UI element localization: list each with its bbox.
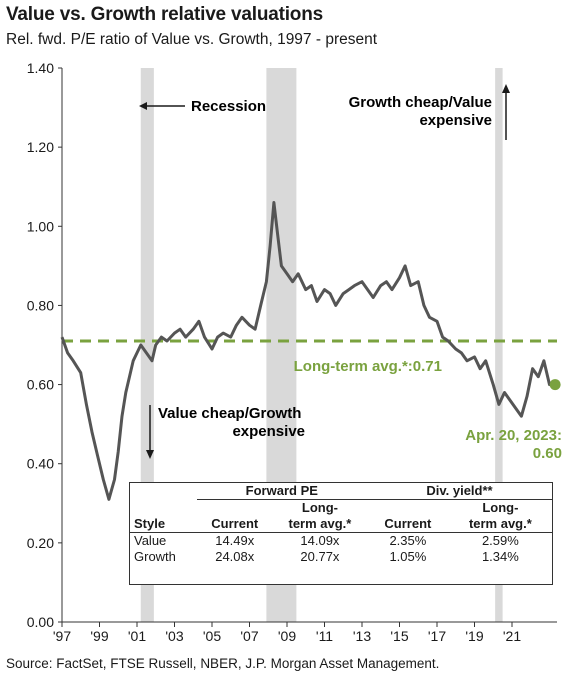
source-note: Source: FactSet, FTSE Russell, NBER, J.P… — [6, 656, 440, 671]
current-value-label-line2: 0.60 — [533, 445, 562, 462]
table-cell: 2.35% — [389, 533, 427, 548]
annotations: Recession Growth cheap/Value expensive V… — [139, 84, 562, 462]
style-header: Style — [130, 516, 197, 533]
x-tick-label: '97 — [53, 628, 71, 644]
table-cell: 2.59% — [481, 533, 519, 548]
recession-annotation: Recession — [191, 98, 266, 115]
y-tick-label: 1.00 — [27, 218, 54, 234]
y-tick-label: 0.60 — [27, 377, 54, 393]
x-tick-label: '15 — [390, 628, 408, 644]
value-cheap-annotation-line2: expensive — [232, 423, 305, 440]
table-row-growth: Growth 24.08x 20.77x 1.05% 1.34% — [130, 549, 552, 565]
down-arrow — [146, 405, 154, 459]
table-cell: 14.49x — [215, 533, 255, 548]
table-cell: 24.08x — [215, 549, 255, 564]
x-tick-label: '11 — [316, 628, 333, 644]
series-line — [60, 201, 556, 501]
table-row-value: Value 14.49x 14.09x 2.35% 2.59% — [130, 533, 552, 550]
x-tick-label: '01 — [128, 628, 146, 644]
pe-longterm-header-line2: term avg.* — [272, 516, 367, 533]
pe-current-header: Current — [196, 516, 273, 533]
x-tick-label: '21 — [503, 628, 521, 644]
forward-pe-header: Forward PE — [196, 483, 367, 500]
table-cell: 20.77x — [300, 549, 340, 564]
recession-arrow — [139, 102, 185, 110]
x-tick-label: '07 — [240, 628, 258, 644]
current-value-label-line1: Apr. 20, 2023: — [465, 427, 562, 444]
x-tick-label: '99 — [90, 628, 108, 644]
y-tick-label: 1.40 — [27, 60, 54, 76]
chart-title: Value vs. Growth relative valuations — [6, 4, 323, 25]
y-tick-label: 0.80 — [27, 297, 54, 313]
dy-longterm-header-line2: term avg.* — [448, 516, 552, 533]
table-cell: 1.05% — [389, 549, 427, 564]
chart-subtitle: Rel. fwd. P/E ratio of Value vs. Growth,… — [6, 31, 378, 48]
series-layer — [60, 201, 561, 501]
dy-current-header: Current — [366, 516, 449, 533]
valuation-table: Forward PE Div. yield** Long- Long- Styl… — [129, 482, 553, 585]
axes: 0.00 0.20 0.40 0.60 0.80 1.00 1.20 1.40 '97 '99 '0… — [27, 60, 557, 644]
div-yield-header: Div. yield** — [366, 483, 552, 500]
x-tick-label: '03 — [165, 628, 183, 644]
x-tick-label: '17 — [428, 628, 446, 644]
x-tick-label: '09 — [278, 628, 296, 644]
table-cell: Value — [134, 533, 167, 548]
pe-longterm-header-line1: Long- — [301, 500, 338, 515]
current-value-point — [549, 379, 561, 391]
growth-cheap-annotation-line1: Growth cheap/Value — [349, 94, 492, 111]
long-term-avg-label: Long-term avg.*:0.71 — [294, 358, 442, 375]
y-tick-label: 0.20 — [27, 535, 54, 551]
x-tick-label: '19 — [465, 628, 483, 644]
table-cell: 14.09x — [300, 533, 340, 548]
x-tick-label: '13 — [353, 628, 371, 644]
y-tick-label: 0.00 — [27, 614, 54, 630]
y-tick-label: 1.20 — [27, 139, 54, 155]
up-arrow — [502, 84, 510, 140]
table-cell: Growth — [134, 549, 176, 564]
recession-band — [495, 68, 503, 622]
table-cell: 1.34% — [481, 549, 519, 564]
x-tick-label: '05 — [203, 628, 221, 644]
growth-cheap-annotation-line2: expensive — [419, 112, 492, 129]
dy-longterm-header-line1: Long- — [482, 500, 519, 515]
y-tick-label: 0.40 — [27, 456, 54, 472]
value-cheap-annotation-line1: Value cheap/Growth — [158, 405, 301, 422]
